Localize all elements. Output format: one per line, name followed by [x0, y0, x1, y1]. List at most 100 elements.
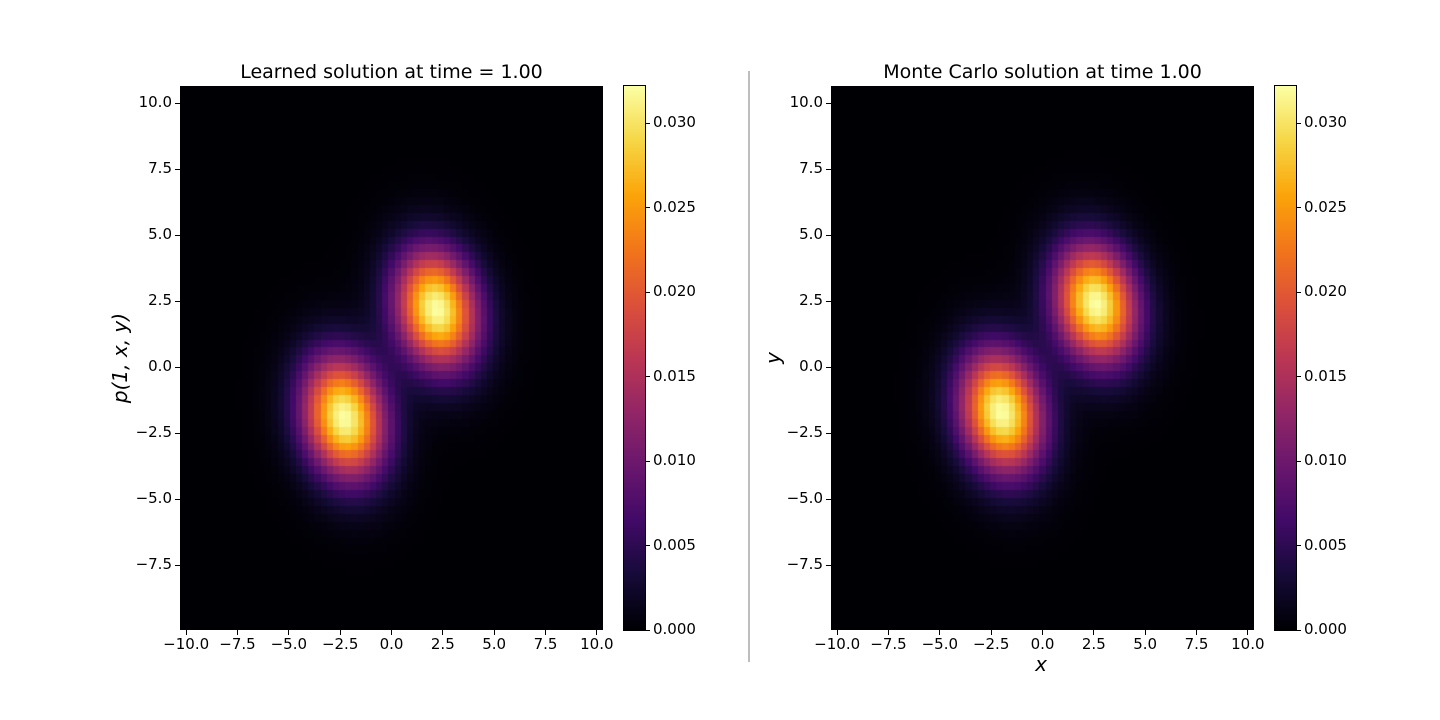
x-tick-mark — [939, 630, 941, 635]
y-tick-label: 0.0 — [148, 357, 172, 376]
x-tick-label: 7.5 — [533, 635, 558, 653]
colorbar-tick-label: 0.005 — [653, 535, 696, 554]
x-tick-label: 2.5 — [1081, 635, 1106, 653]
x-tick-label: −5.0 — [270, 635, 308, 653]
x-tick-label: 0.0 — [379, 635, 404, 653]
colorbar-tick-label: 0.030 — [1304, 113, 1347, 132]
x-tick-label: 5.0 — [1133, 635, 1158, 653]
x-tick-label: 7.5 — [1184, 635, 1209, 653]
y-tick-mark — [826, 564, 831, 566]
y-tick-label: 10.0 — [789, 93, 823, 112]
colorbar-tick-mark — [645, 291, 650, 293]
x-tick-mark — [288, 630, 290, 635]
x-tick-label: −7.5 — [219, 635, 256, 653]
y-tick-mark — [175, 366, 180, 368]
colorbar-tick-label: 0.020 — [653, 282, 696, 301]
x-tick-mark — [1247, 630, 1249, 635]
x-tick-label: −10.0 — [814, 635, 861, 653]
y-tick-label: −2.5 — [135, 423, 172, 442]
colorbar-tick-mark — [1296, 545, 1301, 547]
y-tick-mark — [826, 300, 831, 302]
y-tick-label: 7.5 — [148, 159, 172, 178]
y-tick-label: 0.0 — [799, 357, 823, 376]
y-tick-label: −7.5 — [786, 555, 823, 574]
x-tick-mark — [596, 630, 598, 635]
colorbar-tick-mark — [1296, 122, 1301, 124]
colorbar-tick-label: 0.015 — [1304, 366, 1347, 385]
x-tick-mark — [1144, 630, 1146, 635]
colorbar-tick-label: 0.005 — [1304, 535, 1347, 554]
colorbar-tick-label: 0.000 — [1304, 620, 1347, 638]
colorbar-tick-label: 0.030 — [653, 113, 696, 132]
x-tick-label: 10.0 — [580, 635, 614, 653]
y-tick-label: 5.0 — [148, 225, 172, 244]
y-tick-mark — [826, 102, 831, 104]
x-tick-label: 2.5 — [430, 635, 455, 653]
y-tick-label: 7.5 — [799, 159, 823, 178]
x-tick-label: −2.5 — [972, 635, 1010, 653]
left-chart-title: Learned solution at time = 1.00 — [240, 61, 543, 83]
y-tick-mark — [175, 234, 180, 236]
x-tick-mark — [493, 630, 495, 635]
left-heatmap — [180, 86, 603, 630]
right-colorbar — [1274, 85, 1297, 631]
y-tick-label: −5.0 — [786, 489, 823, 508]
y-tick-label: 2.5 — [799, 291, 823, 310]
x-tick-mark — [990, 630, 992, 635]
x-tick-label: −2.5 — [321, 635, 359, 653]
y-tick-mark — [175, 102, 180, 104]
x-tick-mark — [185, 630, 187, 635]
y-tick-label: −7.5 — [135, 555, 172, 574]
right-chart-title: Monte Carlo solution at time 1.00 — [883, 61, 1202, 83]
y-tick-mark — [175, 300, 180, 302]
y-tick-mark — [826, 366, 831, 368]
y-tick-mark — [826, 498, 831, 500]
right-x-axis-label: x — [1035, 652, 1047, 676]
panel-divider — [748, 71, 750, 662]
colorbar-tick-mark — [645, 376, 650, 378]
right-heatmap — [831, 86, 1254, 630]
x-tick-label: −5.0 — [921, 635, 959, 653]
x-tick-mark — [339, 630, 341, 635]
colorbar-tick-mark — [1296, 460, 1301, 462]
x-tick-label: −7.5 — [870, 635, 907, 653]
x-tick-mark — [887, 630, 889, 635]
colorbar-tick-label: 0.025 — [1304, 197, 1347, 216]
y-tick-mark — [175, 564, 180, 566]
colorbar-tick-mark — [645, 122, 650, 124]
colorbar-tick-label: 0.000 — [653, 620, 696, 638]
colorbar-tick-mark — [1296, 207, 1301, 209]
colorbar-tick-mark — [645, 545, 650, 547]
y-tick-mark — [175, 168, 180, 170]
y-tick-label: 5.0 — [799, 225, 823, 244]
y-tick-mark — [826, 168, 831, 170]
x-tick-mark — [1093, 630, 1095, 635]
x-tick-label: 10.0 — [1231, 635, 1265, 653]
colorbar-tick-label: 0.020 — [1304, 282, 1347, 301]
y-tick-label: 10.0 — [138, 93, 172, 112]
colorbar-tick-mark — [1296, 629, 1301, 631]
colorbar-tick-label: 0.010 — [653, 451, 696, 470]
x-tick-label: −10.0 — [163, 635, 210, 653]
colorbar-tick-mark — [1296, 376, 1301, 378]
x-tick-mark — [836, 630, 838, 635]
y-tick-mark — [826, 234, 831, 236]
colorbar-tick-label: 0.015 — [653, 366, 696, 385]
colorbar-tick-mark — [1296, 291, 1301, 293]
y-tick-mark — [826, 432, 831, 434]
y-tick-label: −2.5 — [786, 423, 823, 442]
x-tick-mark — [1196, 630, 1197, 635]
x-tick-label: 5.0 — [482, 635, 507, 653]
x-tick-mark — [391, 630, 392, 635]
y-tick-mark — [175, 498, 180, 500]
y-tick-mark — [175, 432, 180, 434]
x-tick-mark — [442, 630, 444, 635]
colorbar-tick-mark — [645, 460, 650, 462]
colorbar-tick-label: 0.010 — [1304, 451, 1347, 470]
x-tick-mark — [1042, 630, 1043, 635]
colorbar-tick-label: 0.025 — [653, 197, 696, 216]
colorbar-tick-mark — [645, 629, 650, 631]
y-tick-label: 2.5 — [148, 291, 172, 310]
x-tick-mark — [545, 630, 546, 635]
